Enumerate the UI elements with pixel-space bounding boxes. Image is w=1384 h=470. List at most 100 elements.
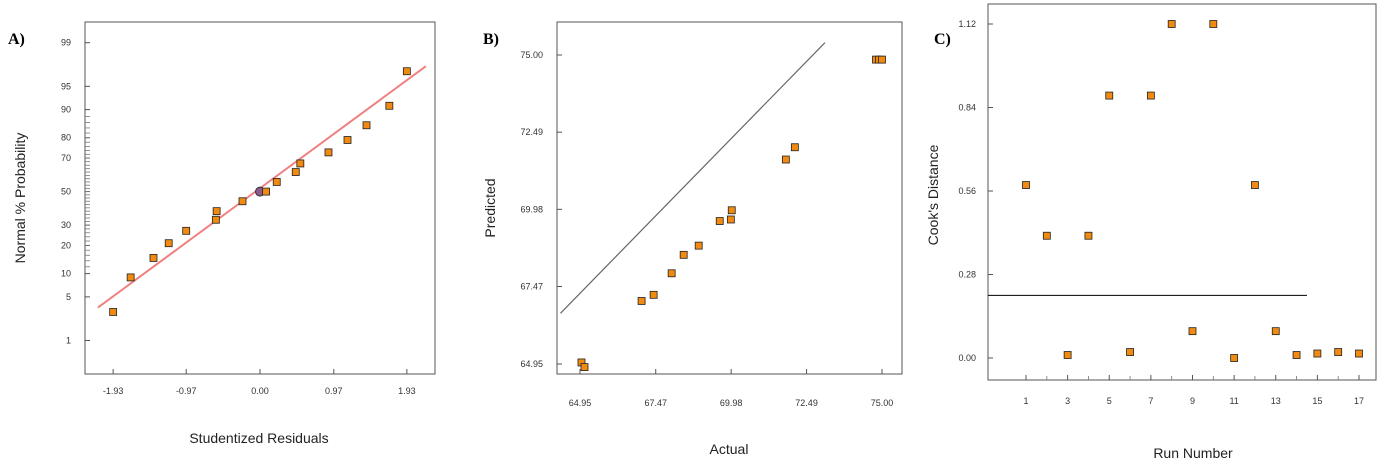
panel-c-x-tick-label: 1 bbox=[1023, 396, 1028, 406]
panel-a-data-point bbox=[343, 136, 352, 144]
panel-c-y-ticks: 0.00 0.28 0.56 0.84 1.12 bbox=[958, 19, 993, 363]
panel-c-y-tick-label: 0.56 bbox=[958, 186, 976, 196]
panel-a-y-tick-label: 99 bbox=[61, 38, 71, 48]
panel-b-data-point bbox=[637, 297, 646, 305]
panel-b-x-tick-label: 75.00 bbox=[871, 398, 894, 408]
panel-a-y-tick-label: 10 bbox=[61, 269, 71, 279]
panel-c-plot-frame bbox=[987, 3, 1377, 381]
panel-c-x-tick-label: 3 bbox=[1065, 396, 1070, 406]
panel-c-data-point bbox=[1355, 349, 1363, 358]
panel-c-data-point bbox=[1022, 181, 1030, 189]
panel-a-data-point bbox=[262, 187, 270, 196]
panel-a-x-axis-title: Studentized Residuals bbox=[189, 430, 328, 446]
panel-b-y-tick-label: 72.49 bbox=[520, 127, 543, 137]
panel-c-points bbox=[1022, 20, 1363, 362]
panel-b-y-tick-label: 69.98 bbox=[520, 204, 543, 214]
panel-c-data-point bbox=[1084, 231, 1093, 240]
panel-a-data-point bbox=[324, 148, 333, 157]
panel-a: A) 1 5 10 20 30 50 70 80 90 95 99 -1.93 -0.97 0.00 0.… bbox=[8, 21, 436, 446]
panel-a-fit-line bbox=[97, 65, 427, 309]
panel-a-y-axis-title: Normal % Probability bbox=[12, 133, 28, 264]
panel-a-y-tick-label: 80 bbox=[61, 133, 71, 143]
panel-a-data-point bbox=[211, 215, 220, 224]
panel-c-data-point bbox=[1126, 348, 1134, 356]
panel-b-data-point bbox=[649, 290, 658, 299]
panel-a-y-tick-label: 1 bbox=[66, 335, 71, 345]
panel-b-x-tick-label: 67.47 bbox=[644, 398, 667, 408]
panel-a-x-tick-label: -0.97 bbox=[176, 386, 197, 396]
panel-c-data-point bbox=[1251, 181, 1259, 189]
panel-a-y-tick-label: 95 bbox=[61, 81, 71, 91]
panel-b-data-point bbox=[781, 155, 790, 164]
panel-b-x-ticks: 64.95 67.47 69.98 72.49 75.00 bbox=[569, 369, 894, 408]
panel-b-data-point bbox=[726, 215, 735, 224]
panel-b-plot-frame bbox=[556, 21, 903, 375]
panel-c-x-tick-label: 7 bbox=[1148, 396, 1153, 406]
panel-c-y-tick-label: 0.28 bbox=[958, 270, 976, 280]
panel-c-data-point bbox=[1209, 20, 1218, 28]
panel-b-label: B) bbox=[483, 31, 499, 48]
panel-b-points bbox=[577, 55, 886, 371]
panel-a-x-ticks: -1.93 -0.97 0.00 0.97 1.93 bbox=[103, 369, 416, 396]
panel-b-y-tick-label: 64.95 bbox=[520, 359, 543, 369]
panel-b-x-tick-label: 64.95 bbox=[569, 398, 592, 408]
panel-b-data-point bbox=[679, 250, 688, 259]
panel-a-y-tick-label: 20 bbox=[61, 240, 71, 250]
panel-c-data-point bbox=[1146, 91, 1155, 100]
panel-a-y-tick-label: 5 bbox=[66, 292, 71, 302]
panel-a-x-tick-label: 1.93 bbox=[398, 386, 416, 396]
panel-c-x-tick-label: 13 bbox=[1271, 396, 1281, 406]
panel-a-plot-frame bbox=[84, 21, 436, 375]
panel-b-y-tick-label: 75.00 bbox=[520, 50, 543, 60]
panel-a-data-point bbox=[212, 207, 221, 216]
panel-a-data-point bbox=[109, 308, 118, 316]
panel-c-data-point bbox=[1292, 351, 1301, 359]
panel-a-y-tick-label: 90 bbox=[61, 105, 71, 115]
panel-c-data-point bbox=[1271, 327, 1280, 336]
panel-c-data-point bbox=[1105, 91, 1114, 100]
panel-c-data-point bbox=[1167, 20, 1176, 28]
panel-b-diagonal-line bbox=[560, 42, 826, 314]
panel-c-x-tick-label: 11 bbox=[1229, 396, 1238, 406]
panel-a-reference-line bbox=[97, 65, 427, 309]
panel-a-y-tick-label: 50 bbox=[61, 187, 71, 197]
panel-a-y-tick-label: 30 bbox=[61, 220, 71, 230]
panel-c-label: C) bbox=[934, 31, 951, 48]
panel-c-x-tick-label: 17 bbox=[1354, 396, 1364, 406]
panel-a-data-point bbox=[296, 159, 305, 168]
panel-c-data-point bbox=[1063, 351, 1072, 359]
panel-b-x-axis-title: Actual bbox=[710, 441, 749, 457]
panel-b-data-point bbox=[790, 143, 799, 152]
panel-a-data-point bbox=[238, 197, 247, 206]
panel-b-y-ticks: 64.95 67.47 69.98 72.49 75.00 bbox=[520, 50, 562, 369]
panel-a-data-point bbox=[362, 121, 371, 130]
panel-c-y-tick-label: 0.00 bbox=[958, 353, 976, 363]
panel-b-reference-line bbox=[560, 42, 826, 314]
panel-b-data-point bbox=[727, 206, 736, 215]
panel-b-data-point bbox=[878, 55, 886, 64]
panel-a-data-point bbox=[149, 254, 158, 262]
panel-c-x-ticks: 1 3 5 7 9 11 13 15 17 bbox=[1023, 375, 1364, 406]
panel-b-data-point bbox=[667, 269, 676, 278]
panel-c-data-point bbox=[1313, 349, 1322, 358]
panel-b-x-tick-label: 69.98 bbox=[720, 398, 743, 408]
panel-c-x-tick-label: 5 bbox=[1107, 396, 1112, 406]
panel-a-data-point bbox=[182, 226, 191, 235]
panel-a-label: A) bbox=[8, 31, 25, 48]
panel-a-data-point bbox=[385, 101, 394, 110]
panel-c-x-tick-label: 9 bbox=[1190, 396, 1195, 406]
panel-a-data-point bbox=[291, 168, 300, 176]
panel-a-x-tick-label: 0.97 bbox=[325, 386, 343, 396]
panel-b-data-point bbox=[580, 363, 589, 371]
panel-c: C) 0.000.280.560.841.12 1 3 5 7 9 11 13 15 17 Ru… bbox=[925, 3, 1377, 461]
panel-b-data-point bbox=[694, 241, 703, 250]
panel-a-data-point bbox=[272, 178, 281, 186]
panel-a-data-point bbox=[402, 67, 411, 76]
panel-b-y-tick-label: 67.47 bbox=[520, 282, 543, 292]
panel-c-data-point bbox=[1042, 231, 1051, 240]
panel-c-x-axis-title: Run Number bbox=[1153, 445, 1233, 461]
panel-a-y-ticks: 1 5 10 20 30 50 70 80 90 95 99 bbox=[61, 38, 90, 345]
panel-a-x-tick-label: 0.00 bbox=[251, 386, 269, 396]
